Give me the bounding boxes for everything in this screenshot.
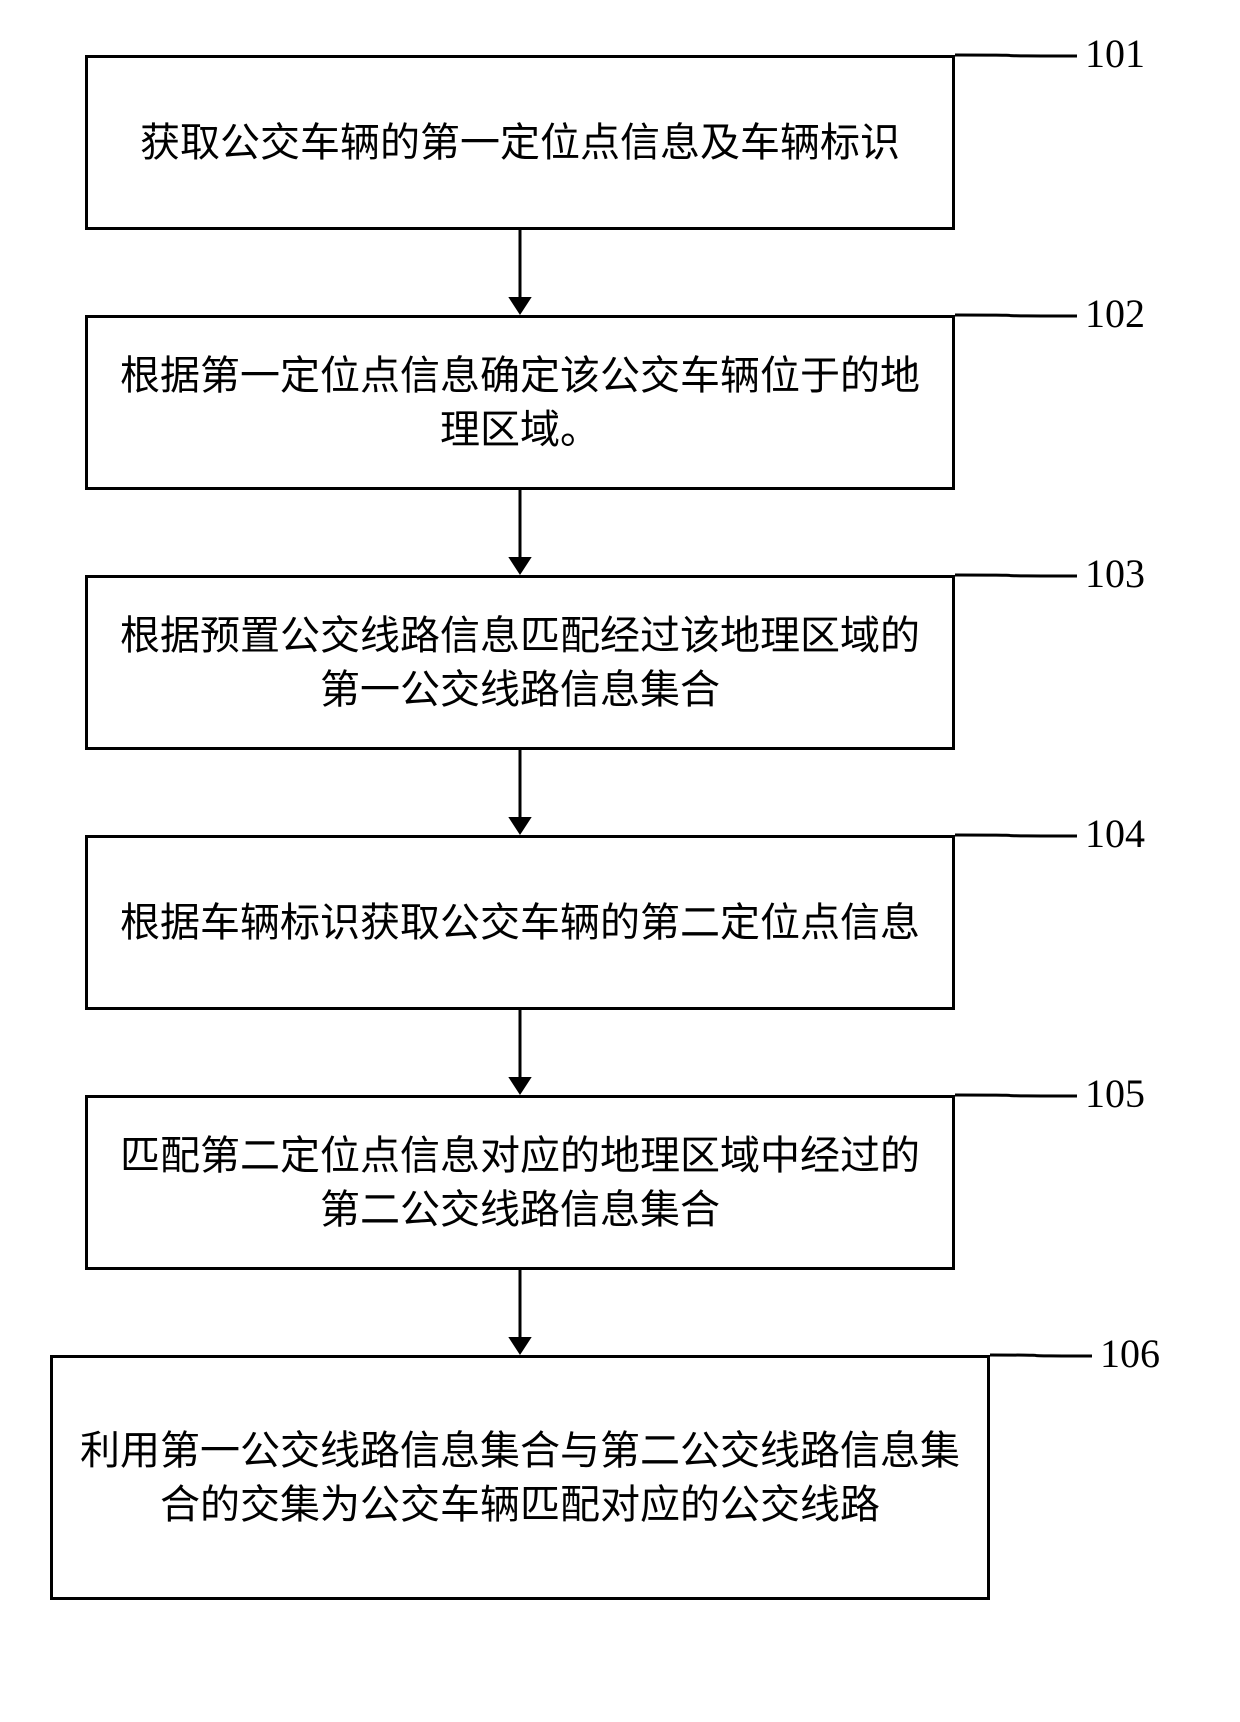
flow-step-5: 匹配第二定位点信息对应的地理区域中经过的第二公交线路信息集合 <box>85 1095 955 1270</box>
flow-step-label-1: 101 <box>1085 30 1145 77</box>
flow-step-6: 利用第一公交线路信息集合与第二公交线路信息集合的交集为公交车辆匹配对应的公交线路 <box>50 1355 990 1600</box>
flowchart-canvas: 获取公交车辆的第一定位点信息及车辆标识 101 根据第一定位点信息确定该公交车辆位于… <box>0 0 1240 1722</box>
flow-step-text: 根据第一定位点信息确定该公交车辆位于的地理区域。 <box>108 349 932 457</box>
flow-step-4: 根据车辆标识获取公交车辆的第二定位点信息 <box>85 835 955 1010</box>
flow-step-label-3: 103 <box>1085 550 1145 597</box>
flow-step-label-5: 105 <box>1085 1070 1145 1117</box>
flow-step-1: 获取公交车辆的第一定位点信息及车辆标识 <box>85 55 955 230</box>
flow-step-text: 匹配第二定位点信息对应的地理区域中经过的第二公交线路信息集合 <box>108 1129 932 1237</box>
flow-step-text: 根据预置公交线路信息匹配经过该地理区域的第一公交线路信息集合 <box>108 609 932 717</box>
flow-step-text: 根据车辆标识获取公交车辆的第二定位点信息 <box>120 896 920 950</box>
flow-step-label-6: 106 <box>1100 1330 1160 1377</box>
flow-step-label-4: 104 <box>1085 810 1145 857</box>
flow-step-text: 利用第一公交线路信息集合与第二公交线路信息集合的交集为公交车辆匹配对应的公交线路 <box>73 1424 967 1532</box>
flow-step-text: 获取公交车辆的第一定位点信息及车辆标识 <box>140 116 900 170</box>
flow-step-label-2: 102 <box>1085 290 1145 337</box>
flow-step-3: 根据预置公交线路信息匹配经过该地理区域的第一公交线路信息集合 <box>85 575 955 750</box>
flow-step-2: 根据第一定位点信息确定该公交车辆位于的地理区域。 <box>85 315 955 490</box>
